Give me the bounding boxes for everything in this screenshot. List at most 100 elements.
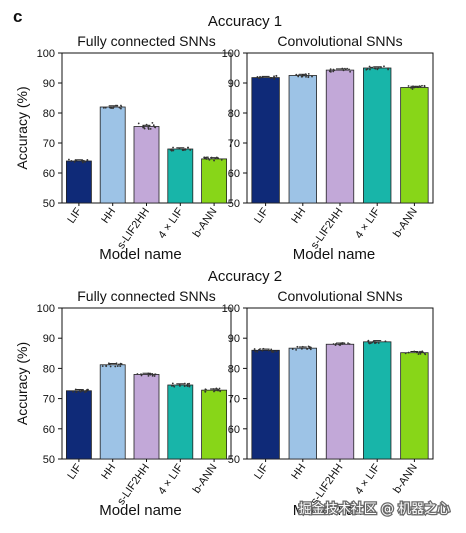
watermark: 掘金技术社区 @ 机器之心 [299,501,450,517]
bar-s-lif2hh [325,343,355,460]
replicate-point [183,149,185,151]
x-tick-label: b-ANN [391,462,420,496]
replicate-point [72,390,74,393]
replicate-point [70,160,73,162]
replicate-point [369,66,372,69]
replicate-point [84,161,87,163]
bar-4-lif [363,67,392,204]
replicate-point [188,384,191,387]
bar-lif [65,390,92,460]
replicate-point [305,74,308,77]
y-tick-label: 90 [228,333,240,345]
replicate-point [105,365,108,368]
replicate-point [262,347,265,350]
y-tick-label: 50 [43,454,55,466]
replicate-point [140,374,143,377]
replicate-point [151,372,154,375]
replicate-point [411,88,414,90]
replicate-point [188,382,191,385]
replicate-point [380,66,382,68]
replicate-point [418,351,421,354]
y-tick-label: 60 [43,424,55,436]
x-tick-label: s-LIF2HH [115,462,152,507]
replicate-point [341,67,344,70]
replicate-point [120,363,123,365]
replicate-point [418,85,421,88]
replicate-point [75,390,78,393]
replicate-point [148,125,151,128]
replicate-point [172,149,175,152]
replicate-point [205,156,208,159]
replicate-point [152,124,155,127]
replicate-point [273,76,276,79]
x-tick-label: 4 × LIF [156,462,186,497]
replicate-point [270,348,273,351]
replicate-point [151,374,154,377]
replicate-point [295,73,298,76]
replicate-point [86,159,89,162]
chart-title: Convolutional SNNs [277,288,402,304]
replicate-point [101,365,104,368]
panel-label: c [13,7,22,26]
replicate-point [145,123,148,126]
y-tick-label: 90 [43,333,55,345]
replicate-point [149,127,152,130]
x-axis-label: Model name [293,502,376,519]
replicate-point [183,382,186,385]
x-tick-label: HH [289,462,308,482]
replicate-point [416,350,419,353]
replicate-point [413,350,416,353]
replicate-point [104,106,107,109]
y-tick-label: 90 [228,78,240,90]
x-tick-label: 4 × LIF [353,462,383,497]
replicate-point [261,76,264,79]
replicate-point [153,373,156,376]
replicate-point [256,351,259,353]
section-title-accuracy-1: Accuracy 1 [208,13,282,30]
replicate-point [259,348,261,350]
replicate-point [417,86,419,88]
y-tick-label: 80 [43,108,55,120]
replicate-point [147,127,150,129]
replicate-point [423,84,426,87]
replicate-point [332,70,335,73]
replicate-point [383,65,385,68]
replicate-point [119,365,122,368]
replicate-point [173,385,176,388]
replicate-point [213,159,215,162]
bar-hh [288,347,317,460]
chart-panel-0: Fully connected SNNs 50 60 70 80 90 100 Accurac… [14,33,232,263]
x-axis-label: Model name [99,246,182,263]
x-tick-label: LIF [252,462,271,482]
replicate-point [344,67,346,70]
x-tick-label: HH [99,462,118,482]
replicate-point [81,161,84,164]
replicate-point [407,351,410,354]
x-tick-label: 4 × LIF [156,206,186,241]
y-tick-label: 60 [43,168,55,180]
x-tick-label: HH [289,206,308,226]
replicate-point [374,342,377,344]
bar-4-lif [167,384,194,460]
replicate-point [387,67,389,70]
replicate-point [120,105,123,108]
replicate-point [412,86,414,89]
replicate-point [204,390,207,393]
replicate-point [296,345,299,348]
bar-lif [251,349,280,460]
replicate-point [367,342,370,344]
bar-lif [251,77,280,204]
replicate-point [115,362,118,365]
replicate-point [75,159,78,162]
bar-hh [99,364,126,460]
replicate-point [109,365,112,368]
chart-title: Fully connected SNNs [77,33,216,49]
replicate-point [83,391,86,394]
replicate-point [170,148,173,151]
replicate-point [215,387,218,390]
replicate-point [384,340,387,343]
y-tick-label: 50 [228,454,240,466]
bar-b-ann [201,389,228,460]
replicate-point [368,65,371,68]
